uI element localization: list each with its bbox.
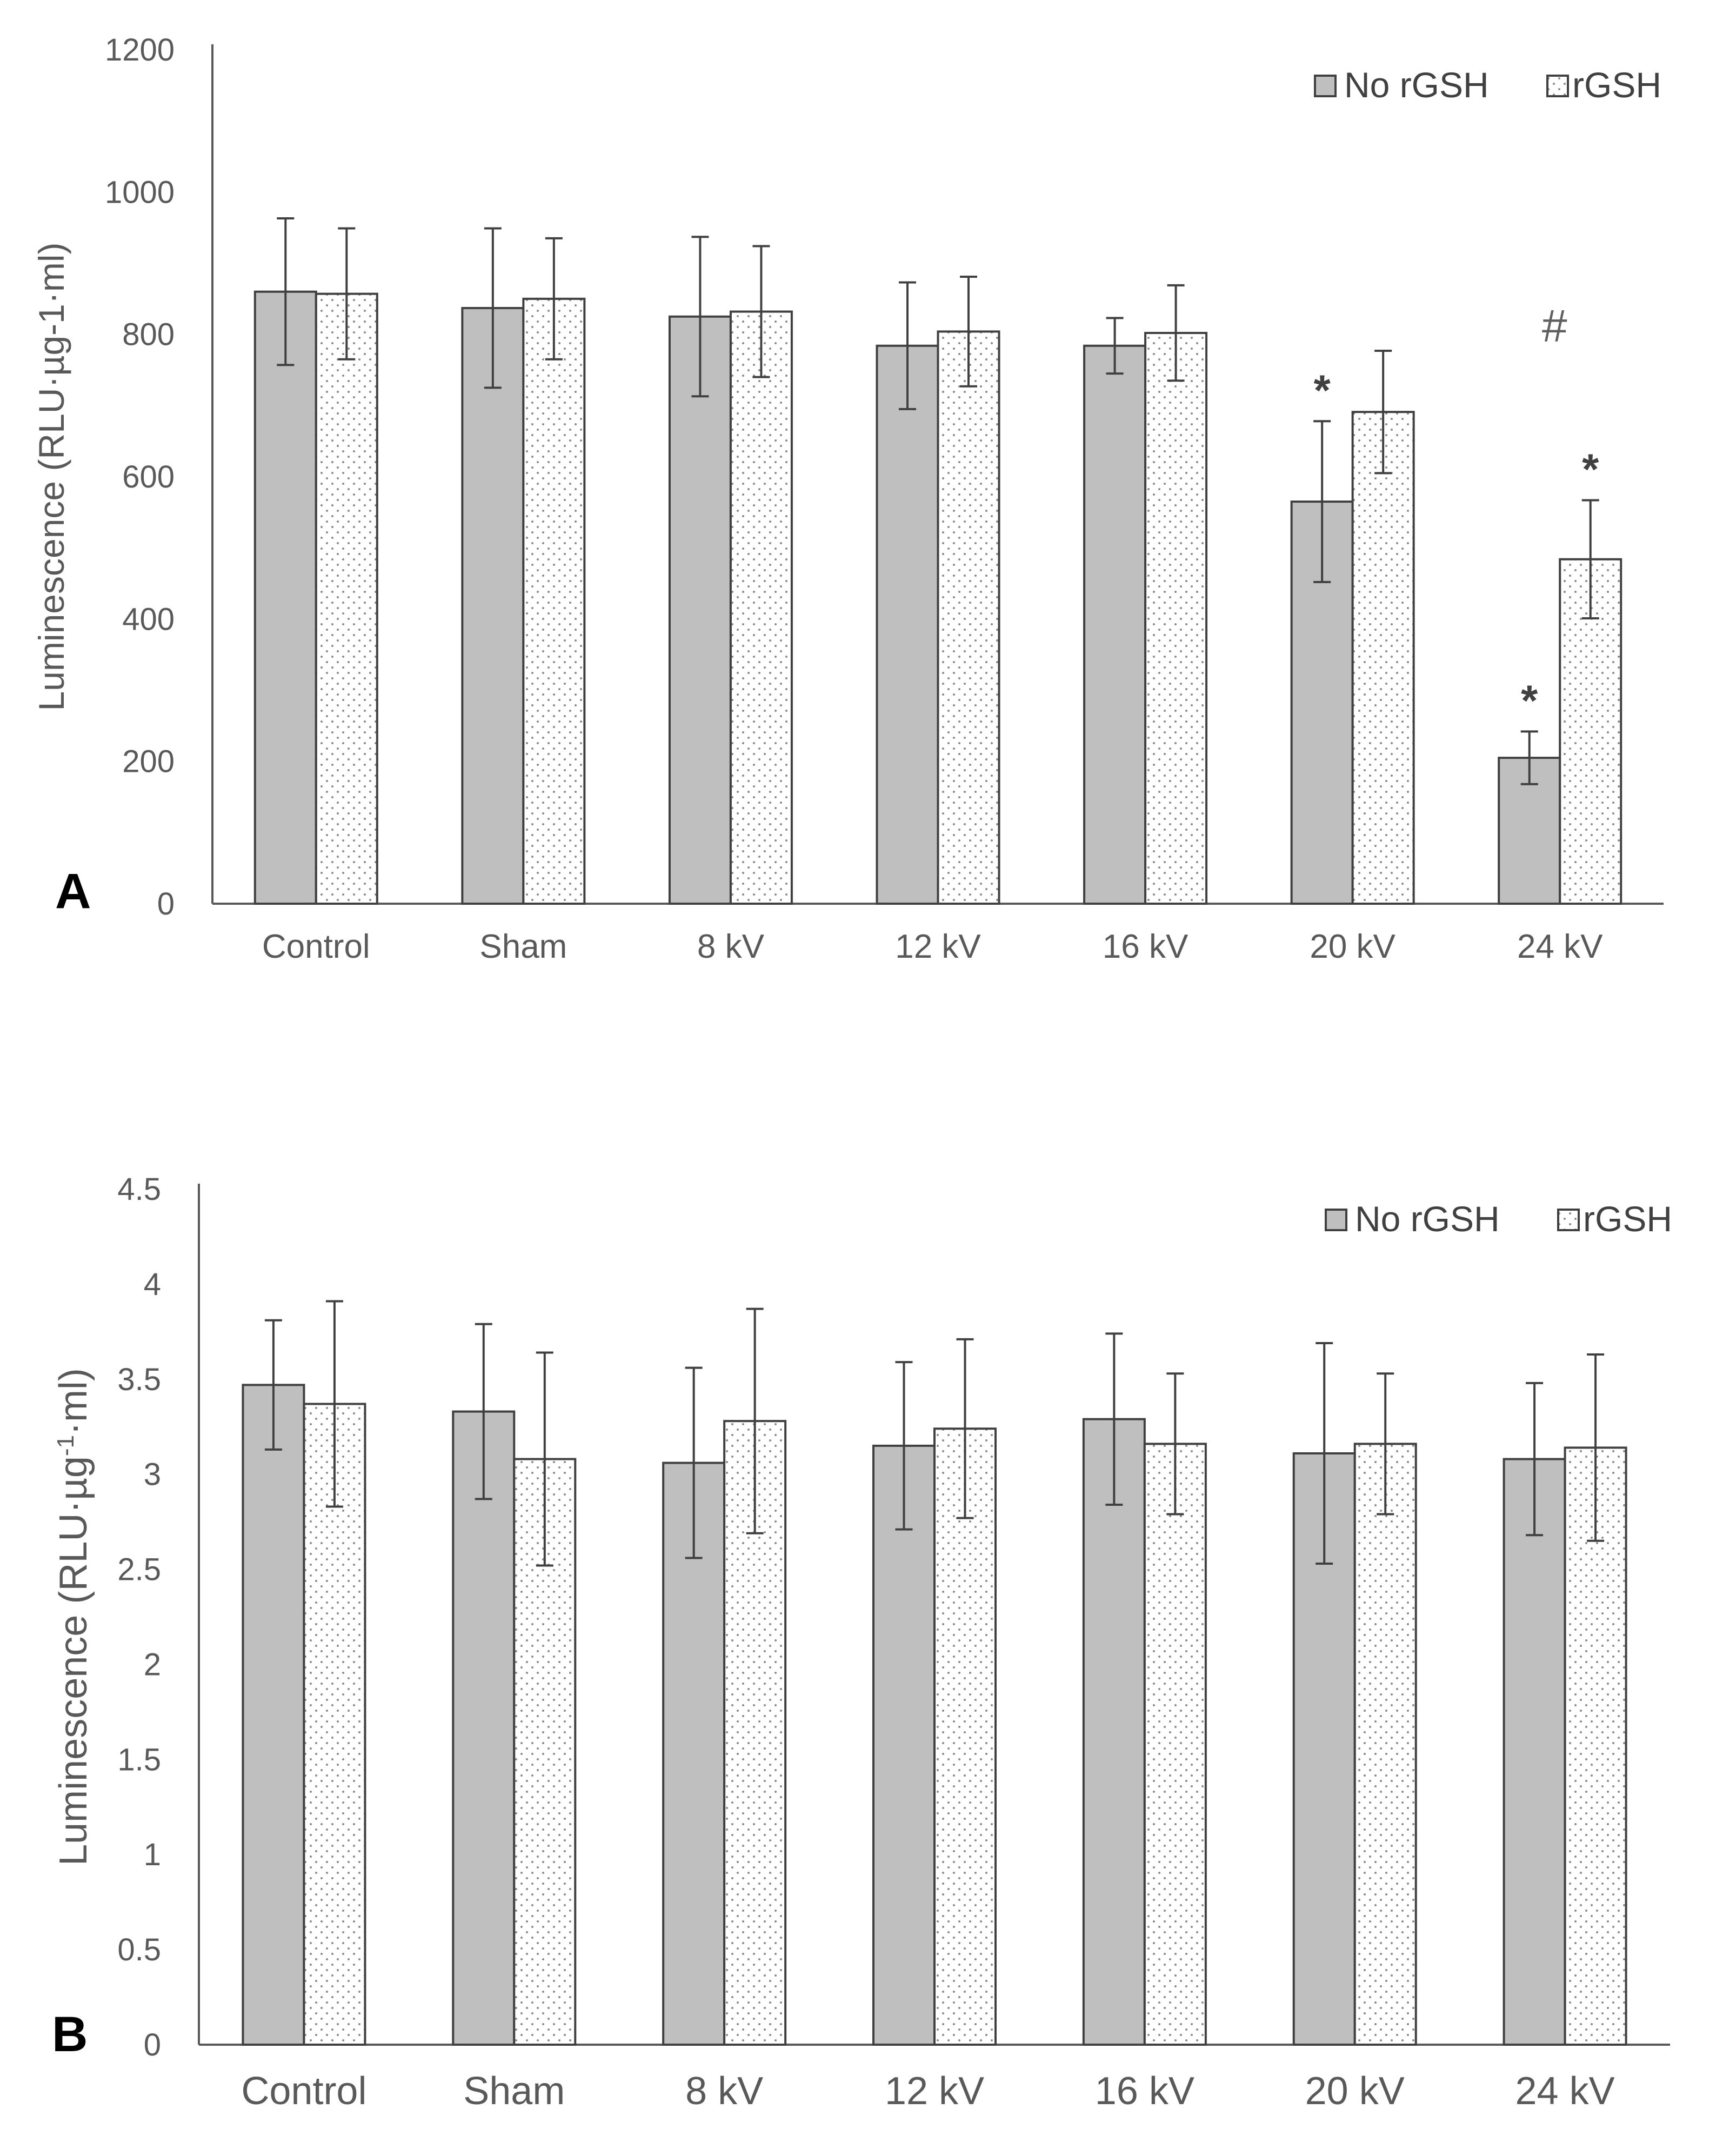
bar-rgsh (315, 292, 378, 905)
x-category-label: 8 kV (685, 2070, 763, 2113)
bar-no-rgsh (1082, 1418, 1146, 2046)
x-category-label: Sham (479, 928, 567, 965)
y-tick-label: 4.5 (117, 1172, 161, 1207)
y-tick-label: 0 (144, 2027, 161, 2063)
bar-rgsh (729, 310, 793, 905)
bar-no-rgsh (1503, 1458, 1566, 2046)
x-category-label: 12 kV (895, 928, 981, 965)
bar-no-rgsh (876, 344, 939, 905)
significance-asterisk: * (1314, 366, 1331, 414)
legend-swatch-no-rgsh (1325, 1209, 1347, 1231)
bar-rgsh (933, 1427, 997, 2046)
y-tick-label: 1 (144, 1837, 161, 1872)
y-tick-label: 3.5 (117, 1362, 161, 1397)
legend-swatch-rgsh (1557, 1209, 1580, 1231)
bar-rgsh (937, 330, 1000, 905)
y-tick-label: 400 (122, 602, 175, 637)
x-category-label: 8 kV (697, 928, 765, 965)
bar-rgsh (303, 1403, 366, 2046)
bar-no-rgsh (242, 1384, 305, 2046)
bar-no-rgsh (461, 306, 525, 905)
y-tick-label: 1.5 (117, 1742, 161, 1777)
significance-hash: # (1542, 301, 1567, 351)
y-tick-label: 1200 (105, 32, 175, 68)
x-category-label: 24 kV (1515, 2070, 1615, 2113)
y-tick-label: 1000 (105, 175, 175, 210)
y-tick-label: 2.5 (117, 1552, 161, 1587)
y-axis-label-main: Luminescence (RLU·µg (52, 1456, 95, 1866)
bar-rgsh (522, 297, 586, 905)
y-tick-label: 200 (122, 744, 175, 779)
y-axis-label-tail: ·ml) (52, 1368, 95, 1435)
bar-no-rgsh (452, 1410, 516, 2046)
bar-no-rgsh (253, 290, 317, 905)
legend-label-no-rgsh: No rGSH (1344, 65, 1489, 105)
significance-asterisk: * (1521, 676, 1538, 724)
legend-label-rgsh: rGSH (1583, 1199, 1672, 1239)
bar-rgsh (1351, 411, 1415, 905)
panel-label: B (52, 2007, 88, 2062)
bar-no-rgsh (668, 315, 732, 905)
y-axis-label: Luminescence (RLU·µg-1·ml) (31, 243, 71, 711)
x-category-label: 24 kV (1517, 928, 1603, 965)
panel-label: A (55, 864, 91, 919)
legend-swatch-no-rgsh (1314, 75, 1337, 97)
legend-label-rgsh: rGSH (1572, 65, 1661, 105)
x-category-label: 12 kV (885, 2070, 984, 2113)
x-category-label: 16 kV (1103, 928, 1189, 965)
legend-label-no-rgsh: No rGSH (1355, 1199, 1500, 1239)
x-category-label: Control (241, 2070, 366, 2113)
x-category-label: 20 kV (1305, 2070, 1405, 2113)
y-axis-label-superscript: -1 (52, 1435, 79, 1456)
bar-no-rgsh (872, 1444, 936, 2046)
y-tick-label: 2 (144, 1647, 161, 1682)
legend-swatch-rgsh (1546, 75, 1569, 97)
y-axis-label: Luminescence (RLU·µg-1·ml) (52, 1368, 95, 1866)
y-tick-label: 3 (144, 1457, 161, 1492)
y-tick-label: 0.5 (117, 1932, 161, 1967)
significance-asterisk: * (1582, 445, 1599, 493)
x-category-label: Sham (463, 2070, 565, 2113)
y-tick-label: 0 (157, 886, 175, 922)
x-category-label: 20 kV (1310, 928, 1396, 965)
x-category-label: 16 kV (1095, 2070, 1194, 2113)
chart-panel-b: 0 0.5 1 1.5 2 2.5 3 3.5 4 4.5 Luminescence (RLU·µg… (52, 1172, 1672, 2113)
y-tick-label: 800 (122, 317, 175, 352)
y-tick-label: 4 (144, 1267, 161, 1302)
bar-rgsh (1143, 1443, 1207, 2046)
chart-panel-a: 0 200 400 600 800 1000 1200 Luminescence (RLU·µ… (31, 32, 1664, 965)
bar-no-rgsh (1083, 344, 1147, 905)
bar-rgsh (1353, 1443, 1417, 2046)
bar-rgsh (1144, 332, 1208, 905)
y-tick-label: 600 (122, 459, 175, 495)
x-category-label: Control (262, 928, 370, 965)
